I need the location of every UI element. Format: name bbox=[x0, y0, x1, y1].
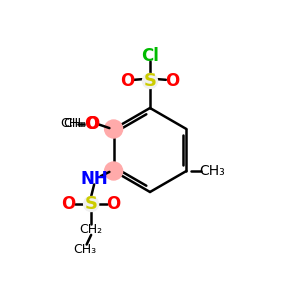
Circle shape bbox=[142, 74, 158, 88]
Circle shape bbox=[105, 162, 123, 180]
Text: O: O bbox=[106, 195, 121, 213]
Text: S: S bbox=[143, 72, 157, 90]
Text: O: O bbox=[120, 72, 135, 90]
Text: CH₃: CH₃ bbox=[63, 117, 86, 130]
Text: CH₃: CH₃ bbox=[74, 242, 97, 256]
Text: S: S bbox=[85, 195, 98, 213]
Text: CH₃: CH₃ bbox=[60, 117, 83, 130]
Text: O: O bbox=[165, 72, 180, 90]
Text: NH: NH bbox=[80, 169, 108, 188]
Text: Cl: Cl bbox=[141, 46, 159, 64]
Circle shape bbox=[105, 120, 123, 138]
Text: O: O bbox=[61, 195, 76, 213]
Text: O: O bbox=[84, 115, 98, 133]
Circle shape bbox=[84, 196, 99, 211]
Text: CH₂: CH₂ bbox=[80, 223, 103, 236]
Text: CH₃: CH₃ bbox=[199, 164, 225, 178]
Text: O: O bbox=[85, 115, 100, 133]
